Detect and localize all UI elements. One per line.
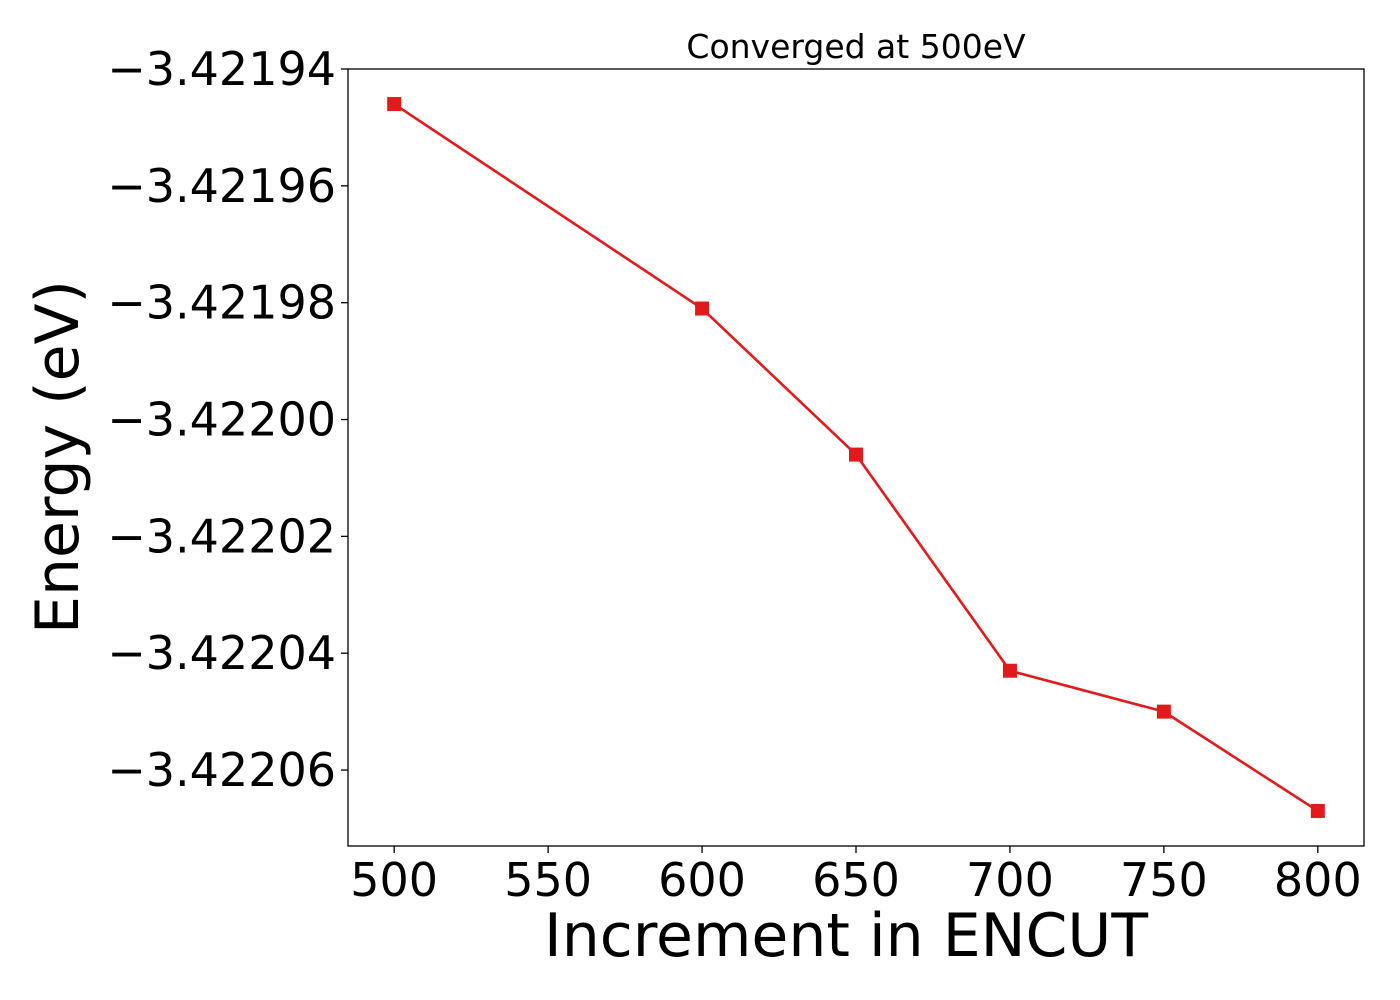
y-tick-label: −3.42206 — [107, 743, 336, 797]
x-tick-label: 550 — [504, 853, 592, 907]
data-point-marker — [1156, 704, 1171, 719]
series-line — [393, 102, 1319, 813]
x-tick-label: 650 — [812, 853, 900, 907]
y-tick-label: −3.42204 — [107, 626, 336, 680]
y-tick-label: −3.42200 — [107, 393, 336, 447]
data-point-marker — [1310, 803, 1325, 818]
x-tick-label: 600 — [658, 853, 746, 907]
series-layer — [387, 97, 1325, 818]
chart-title: Converged at 500eV — [686, 27, 1026, 66]
x-tick-label: 700 — [966, 853, 1054, 907]
y-tick-label: −3.42198 — [107, 276, 336, 330]
y-tick-label: −3.42194 — [107, 42, 336, 96]
x-axis-label: Increment in ENCUT — [544, 901, 1148, 971]
x-axis: 500 550 600 650 700 750 800 — [350, 846, 1362, 907]
x-tick-label: 500 — [350, 853, 438, 907]
y-axis: −3.42194 −3.42196 −3.42198 −3.42200 −3.42202… — [107, 42, 348, 797]
data-point-marker — [695, 301, 710, 316]
y-axis-label: Energy (eV) — [23, 280, 93, 634]
x-tick-label: 800 — [1274, 853, 1362, 907]
data-point-marker — [849, 447, 863, 462]
y-tick-label: −3.42202 — [107, 509, 336, 563]
data-point-marker — [1002, 663, 1017, 678]
data-point-marker — [387, 97, 402, 112]
y-tick-label: −3.42196 — [107, 159, 336, 213]
x-tick-label: 750 — [1120, 853, 1208, 907]
